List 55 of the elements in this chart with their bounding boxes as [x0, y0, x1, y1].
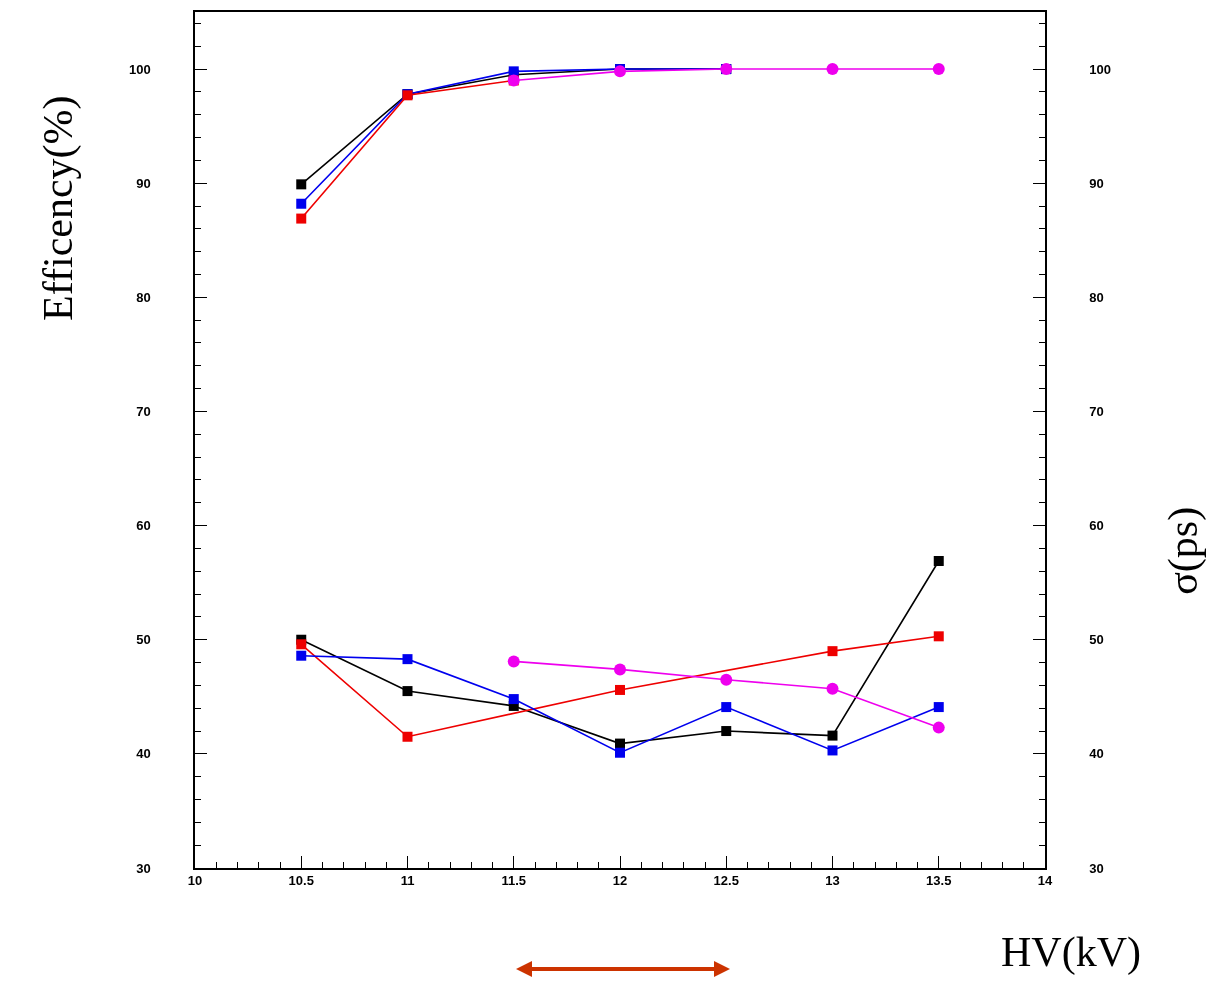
y2-tick-label: 60: [1089, 518, 1104, 534]
y2-tick-label: 50: [1089, 632, 1104, 648]
y2-tick-label: 30: [1089, 860, 1104, 876]
x-tick-label: 14: [1037, 873, 1053, 889]
x-tick-label: 11.5: [501, 873, 527, 889]
y-tick-label: 50: [136, 632, 151, 648]
point: [296, 639, 307, 650]
point: [402, 686, 413, 697]
point: [296, 650, 307, 661]
y2-tick-label: 80: [1089, 289, 1104, 305]
point: [296, 179, 307, 190]
y2-tick-label: 90: [1089, 175, 1104, 191]
x-tick-label: 13: [825, 873, 840, 889]
y-tick-label: 60: [136, 518, 151, 534]
point: [402, 654, 413, 665]
y2-tick-label: 100: [1089, 61, 1112, 77]
point: [721, 726, 732, 737]
point: [933, 702, 944, 713]
point: [933, 631, 944, 642]
y2-axis-title: σ(ps): [1160, 506, 1208, 595]
y-tick-label: 80: [136, 289, 151, 305]
x-tick-label: 13.5: [926, 873, 952, 889]
point: [296, 198, 307, 209]
y2-tick-label: 40: [1089, 746, 1104, 762]
y-tick-label: 40: [136, 746, 151, 762]
point: [615, 684, 625, 695]
x-tick-label: 12: [612, 873, 628, 889]
x-tick-label: 10: [187, 873, 203, 889]
x-tick-label: 10.5: [288, 873, 314, 889]
x-tick-label: 12.5: [713, 873, 739, 889]
point: [826, 63, 839, 76]
point: [932, 63, 945, 76]
x-tick-label: 11: [400, 873, 415, 889]
x-axis-title: HV(kV): [1001, 929, 1141, 976]
point: [826, 682, 839, 695]
point: [720, 673, 733, 686]
point: [508, 694, 519, 705]
y-tick-label: 100: [128, 61, 151, 77]
point: [827, 730, 838, 741]
point: [614, 663, 626, 676]
point: [932, 721, 945, 734]
point: [933, 555, 944, 566]
point: [615, 747, 625, 758]
point: [721, 702, 732, 713]
point: [507, 655, 520, 668]
point: [827, 646, 838, 657]
y2-tick-label: 70: [1089, 404, 1104, 420]
point: [296, 213, 307, 224]
y-axis-title: Efficency(%): [35, 95, 83, 321]
y-tick-label: 90: [136, 175, 151, 191]
y-tick-label: 30: [136, 860, 151, 876]
y-tick-label: 70: [136, 404, 151, 420]
point: [827, 745, 838, 756]
point: [402, 731, 413, 742]
point: [615, 738, 625, 749]
